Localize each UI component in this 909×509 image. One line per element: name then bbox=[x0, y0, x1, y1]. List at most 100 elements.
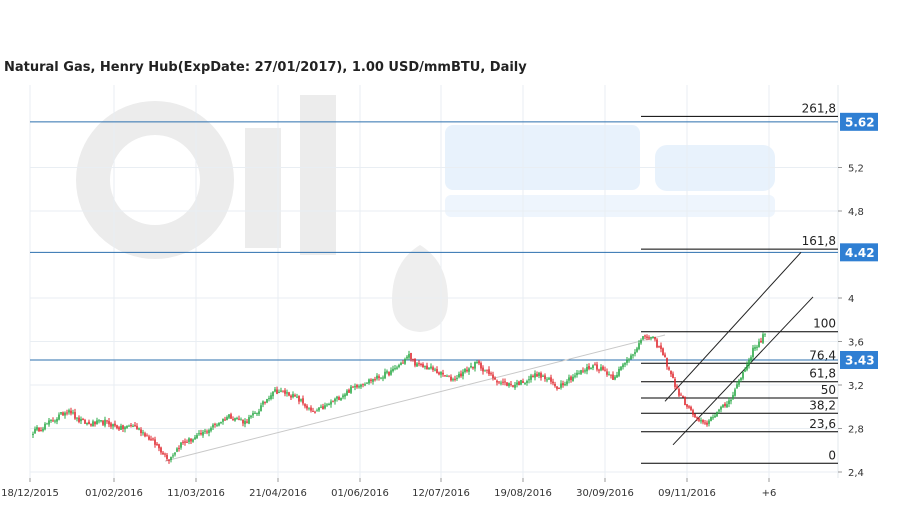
candle-body bbox=[738, 380, 740, 385]
candle-body bbox=[352, 386, 354, 388]
candle-body bbox=[302, 398, 304, 404]
candle-body bbox=[320, 406, 322, 408]
candle-body bbox=[616, 374, 618, 378]
candle-body bbox=[490, 373, 492, 375]
candle-body bbox=[508, 383, 510, 386]
candle-body bbox=[416, 363, 418, 367]
candle-body bbox=[488, 369, 490, 375]
candle-body bbox=[286, 392, 288, 394]
candle-body bbox=[76, 417, 78, 419]
candle-body bbox=[206, 431, 208, 433]
candle-body bbox=[582, 370, 584, 372]
support-trend-line bbox=[164, 334, 666, 462]
candle-body bbox=[610, 374, 612, 376]
candle-body bbox=[150, 438, 152, 440]
candle-body bbox=[458, 373, 460, 378]
candle-body bbox=[442, 372, 444, 375]
candle-body bbox=[448, 375, 450, 377]
candle-body bbox=[520, 380, 522, 385]
candle-body bbox=[378, 376, 380, 378]
candle-body bbox=[736, 384, 738, 389]
price-badge-label: 3.43 bbox=[845, 353, 875, 367]
candle-body bbox=[672, 373, 674, 379]
candle-body bbox=[510, 383, 512, 385]
candle-body bbox=[660, 345, 662, 349]
candle-body bbox=[524, 382, 526, 384]
candle-body bbox=[262, 401, 264, 405]
candle-body bbox=[568, 377, 570, 381]
candle-body bbox=[526, 380, 528, 383]
candle-body bbox=[266, 399, 268, 403]
y-tick-label: 3,2 bbox=[848, 381, 864, 392]
candle-body bbox=[74, 412, 76, 419]
candle-body bbox=[468, 368, 470, 372]
candle-body bbox=[706, 422, 708, 425]
candle-body bbox=[388, 371, 390, 376]
candle-body bbox=[62, 412, 64, 416]
candle-body bbox=[368, 379, 370, 384]
candle-body bbox=[334, 398, 336, 402]
candle-body bbox=[350, 386, 352, 393]
candle-body bbox=[534, 373, 536, 378]
candle-body bbox=[250, 415, 252, 418]
candle-body bbox=[48, 420, 50, 425]
candle-body bbox=[584, 370, 586, 372]
candle-body bbox=[586, 366, 588, 372]
candle-body bbox=[404, 359, 406, 364]
candle-body bbox=[512, 385, 514, 387]
candle-body bbox=[52, 420, 54, 422]
candle-body bbox=[482, 367, 484, 372]
candle-body bbox=[668, 367, 670, 370]
candle-body bbox=[436, 369, 438, 373]
candle-body bbox=[214, 423, 216, 425]
price-badges: 5.62 4.42 3.43 bbox=[840, 112, 878, 369]
candle-body bbox=[112, 424, 114, 427]
candle-body bbox=[96, 420, 98, 425]
candle-body bbox=[322, 406, 324, 410]
candle-body bbox=[32, 433, 34, 436]
candle-body bbox=[462, 371, 464, 377]
candle-body bbox=[722, 404, 724, 408]
candle-body bbox=[492, 374, 494, 378]
candle-body bbox=[254, 412, 256, 414]
candle-body bbox=[240, 419, 242, 421]
candle-body bbox=[338, 397, 340, 400]
fib-level-label: 161,8 bbox=[802, 234, 836, 248]
candle-body bbox=[506, 382, 508, 386]
candle-body bbox=[184, 441, 186, 443]
candle-body bbox=[662, 348, 664, 356]
x-tick-label: 09/11/2016 bbox=[658, 488, 716, 499]
candle-body bbox=[198, 433, 200, 435]
candle-body bbox=[698, 418, 700, 421]
candle-body bbox=[696, 417, 698, 419]
candle-body bbox=[170, 456, 172, 460]
candle-body bbox=[140, 429, 142, 434]
candle-body bbox=[530, 375, 532, 380]
candle-body bbox=[454, 378, 456, 380]
candle-body bbox=[576, 372, 578, 376]
candle-body bbox=[258, 411, 260, 415]
x-tick-label: 19/08/2016 bbox=[494, 488, 552, 499]
y-tick-label: 4,8 bbox=[848, 207, 864, 218]
candle-body bbox=[574, 375, 576, 377]
candle-body bbox=[256, 413, 258, 415]
candle-body bbox=[538, 372, 540, 376]
candle-body bbox=[478, 361, 480, 364]
candle-body bbox=[100, 420, 102, 422]
candle-body bbox=[564, 384, 566, 386]
candle-body bbox=[760, 341, 762, 343]
candle-body bbox=[496, 380, 498, 383]
candle-body bbox=[294, 395, 296, 397]
candle-body bbox=[484, 370, 486, 372]
candle-body bbox=[734, 389, 736, 396]
candle-body bbox=[276, 389, 278, 394]
candle-body bbox=[288, 392, 290, 396]
candle-body bbox=[324, 405, 326, 409]
candle-body bbox=[570, 376, 572, 380]
candle-body bbox=[154, 439, 156, 445]
candle-body bbox=[354, 386, 356, 388]
candle-body bbox=[40, 429, 42, 431]
candle-body bbox=[270, 395, 272, 399]
candle-body bbox=[318, 407, 320, 411]
